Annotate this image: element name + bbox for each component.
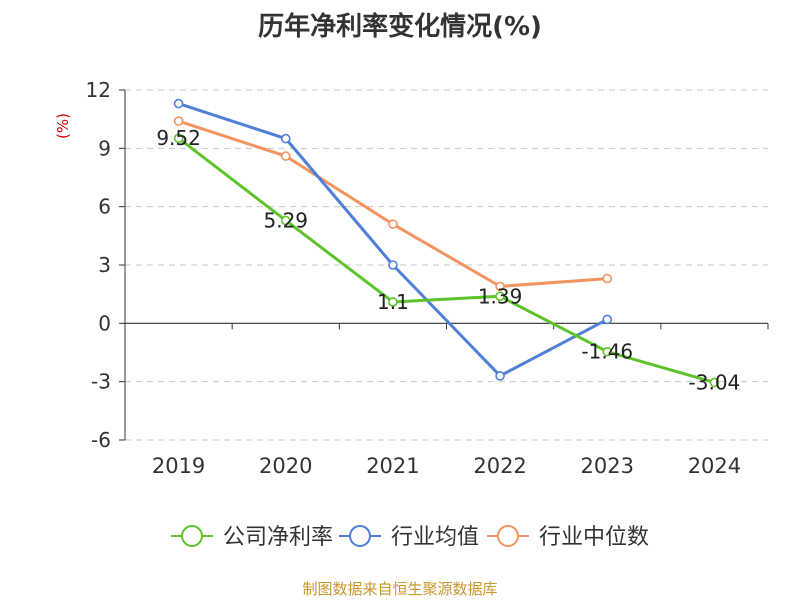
data-point [173, 116, 184, 126]
data-point [173, 98, 184, 109]
data-point [388, 260, 398, 270]
data-point [495, 291, 505, 302]
legend-swatch-marker [349, 525, 371, 547]
y-tick-label: 0 [98, 311, 111, 335]
data-label: 1.1 [377, 290, 409, 314]
x-tick-label: 2019 [152, 454, 205, 478]
legend-label: 公司净利率 [223, 525, 333, 550]
data-point [495, 371, 505, 381]
y-tick-label: -6 [91, 428, 111, 452]
x-tick-label: 2020 [259, 454, 312, 478]
y-tick-label: 9 [98, 136, 111, 160]
data-label: 1.39 [478, 284, 523, 308]
data-point [602, 273, 613, 284]
data-point [388, 219, 398, 229]
x-tick-label: 2024 [688, 454, 741, 478]
data-point [602, 346, 613, 357]
x-tick-label: 2021 [366, 454, 419, 478]
x-tick-label: 2023 [581, 454, 634, 478]
data-point [602, 314, 613, 325]
data-label: -3.04 [689, 370, 741, 394]
legend-label: 行业中位数 [539, 525, 649, 550]
data-point [709, 377, 720, 388]
y-axis-label: (%) [54, 113, 72, 139]
legend-swatch-marker [497, 525, 519, 547]
legend-swatch-marker [181, 525, 203, 547]
series-line [177, 137, 715, 384]
data-point [280, 215, 291, 226]
y-tick-label: -3 [91, 370, 111, 394]
data-label: 9.52 [156, 126, 201, 150]
data-label: -1.46 [581, 340, 633, 364]
x-tick-label: 2022 [473, 454, 526, 478]
data-point [280, 151, 291, 161]
y-tick-label: 12 [86, 78, 111, 102]
data-label: 5.29 [263, 208, 308, 232]
data-point [280, 133, 291, 144]
y-tick-label: 6 [98, 195, 111, 219]
data-point [388, 297, 398, 307]
data-point [173, 133, 184, 144]
source-note: 制图数据来自恒生聚源数据库 [302, 580, 498, 598]
chart-title: 历年净利率变化情况(%) [258, 12, 542, 42]
data-point [495, 281, 505, 292]
legend-label: 行业均值 [391, 525, 479, 550]
series-line [178, 102, 608, 378]
y-tick-label: 3 [98, 253, 111, 277]
